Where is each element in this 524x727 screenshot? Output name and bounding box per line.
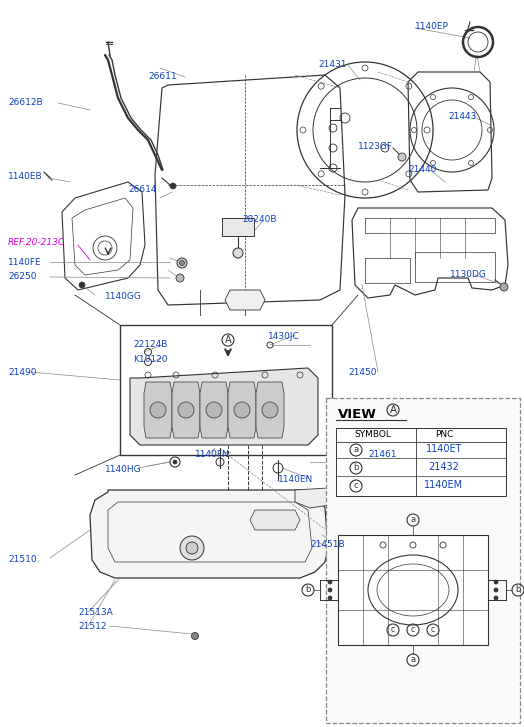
Circle shape [206, 402, 222, 418]
Circle shape [500, 283, 508, 291]
Bar [365, 218, 495, 233]
Circle shape [170, 183, 176, 189]
Text: c: c [391, 625, 395, 635]
Text: 26612B: 26612B [8, 98, 42, 107]
Polygon shape [250, 510, 300, 530]
Text: 26250: 26250 [8, 272, 37, 281]
Text: 26611: 26611 [148, 72, 177, 81]
Text: A: A [225, 335, 231, 345]
Text: 21510: 21510 [8, 555, 37, 564]
Circle shape [494, 580, 498, 584]
Circle shape [328, 588, 332, 592]
Circle shape [150, 402, 166, 418]
Bar [326, 398, 520, 723]
Bar [365, 258, 410, 283]
Text: VIEW: VIEW [338, 408, 377, 421]
Text: 21440: 21440 [408, 165, 436, 174]
Text: a: a [410, 515, 416, 524]
Text: 22124B: 22124B [133, 340, 167, 349]
Text: 1140FN: 1140FN [195, 450, 230, 459]
Bar [338, 535, 488, 645]
Polygon shape [144, 382, 172, 438]
Polygon shape [225, 290, 265, 310]
Text: 21431: 21431 [318, 60, 346, 69]
Polygon shape [90, 490, 328, 578]
Text: 1140EN: 1140EN [278, 475, 313, 484]
Text: 1140EP: 1140EP [415, 22, 449, 31]
Text: 21512: 21512 [78, 622, 106, 631]
Text: 28240B: 28240B [242, 215, 277, 224]
Text: A: A [389, 405, 397, 415]
Polygon shape [256, 382, 284, 438]
Circle shape [494, 588, 498, 592]
Circle shape [176, 274, 184, 282]
Bar [120, 325, 332, 455]
Text: 1140EM: 1140EM [424, 480, 464, 490]
Text: 21461: 21461 [368, 450, 397, 459]
Text: 21450: 21450 [348, 368, 377, 377]
Text: a: a [353, 446, 358, 454]
Text: 1123GF: 1123GF [358, 142, 393, 151]
Circle shape [177, 258, 187, 268]
Text: 1140EB: 1140EB [8, 172, 42, 181]
Circle shape [173, 460, 177, 464]
Text: 21490: 21490 [8, 368, 37, 377]
Text: 21443: 21443 [448, 112, 476, 121]
Circle shape [328, 580, 332, 584]
Circle shape [79, 282, 85, 288]
Polygon shape [228, 382, 256, 438]
Text: 21432: 21432 [429, 462, 460, 472]
Text: 26614: 26614 [128, 185, 157, 194]
Text: c: c [354, 481, 358, 491]
Text: 1140HG: 1140HG [105, 465, 141, 474]
Polygon shape [295, 488, 330, 508]
Polygon shape [172, 382, 200, 438]
Text: c: c [411, 625, 415, 635]
Text: SYMBOL: SYMBOL [354, 430, 391, 439]
Circle shape [233, 248, 243, 258]
Circle shape [234, 402, 250, 418]
Circle shape [494, 596, 498, 600]
Text: K10120: K10120 [133, 355, 168, 364]
Text: 1130DG: 1130DG [450, 270, 487, 279]
Polygon shape [130, 368, 318, 445]
Circle shape [186, 542, 198, 554]
Bar [222, 218, 254, 236]
Text: 1140ET: 1140ET [425, 444, 462, 454]
Text: b: b [515, 585, 521, 595]
Circle shape [178, 402, 194, 418]
Circle shape [328, 596, 332, 600]
Circle shape [180, 260, 184, 265]
Text: 21513A: 21513A [78, 608, 113, 617]
Text: b: b [305, 585, 311, 595]
Text: 1140GG: 1140GG [105, 292, 142, 301]
Circle shape [262, 402, 278, 418]
Polygon shape [350, 448, 405, 478]
Bar [336, 428, 506, 496]
Text: b: b [353, 464, 359, 473]
Text: PNC: PNC [435, 430, 453, 439]
Text: REF.20-213C: REF.20-213C [8, 238, 65, 247]
Polygon shape [200, 382, 228, 438]
Circle shape [191, 632, 199, 640]
Circle shape [180, 536, 204, 560]
Text: 1430JC: 1430JC [268, 332, 300, 341]
Circle shape [398, 153, 406, 161]
Bar [415, 252, 495, 282]
Text: c: c [431, 625, 435, 635]
Text: a: a [410, 656, 416, 664]
Text: 1140FE: 1140FE [8, 258, 41, 267]
Text: 21451B: 21451B [310, 540, 345, 549]
